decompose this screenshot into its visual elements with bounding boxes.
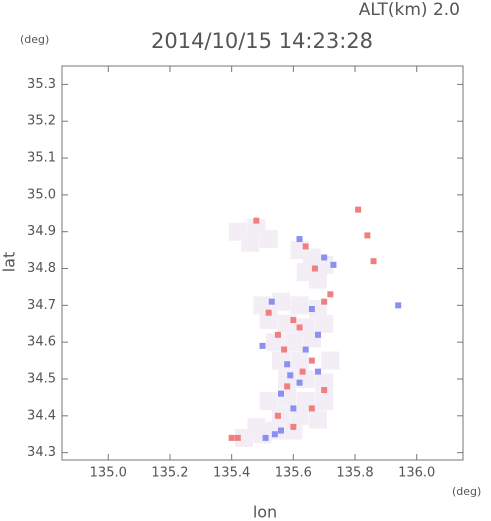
- radar-cell: [308, 306, 315, 313]
- x-tick-label: 136.0: [398, 466, 435, 481]
- x-axis-label: lon: [253, 503, 277, 521]
- y-axis-label: lat: [0, 252, 19, 273]
- radar-cell: [364, 232, 371, 239]
- radar-cell: [330, 261, 337, 268]
- y-tick-label: 35.0: [27, 187, 56, 202]
- y-unit: (deg): [20, 33, 49, 46]
- radar-cell: [308, 357, 315, 364]
- x-tick-label: 135.0: [90, 466, 127, 481]
- radar-cell: [290, 405, 297, 412]
- radar-cell: [296, 324, 303, 331]
- radar-cell: [234, 428, 253, 447]
- radar-cell: [259, 392, 278, 411]
- radar-cell: [271, 431, 278, 438]
- radar-cell: [284, 361, 291, 368]
- radar-cell: [321, 351, 340, 370]
- radar-cell: [302, 243, 309, 250]
- radar-cell: [315, 331, 322, 338]
- x-unit: (deg): [452, 485, 481, 498]
- radar-cell: [272, 406, 291, 425]
- radar-cell: [287, 372, 294, 379]
- radar-cell: [253, 217, 260, 224]
- plot-frame: [61, 65, 464, 461]
- radar-cell: [284, 383, 291, 390]
- y-tick-label: 34.9: [27, 224, 56, 239]
- radar-cell: [234, 434, 241, 441]
- subtitle: ALT(km) 2.0: [359, 0, 460, 20]
- x-tick-label: 135.8: [336, 466, 373, 481]
- radar-cell: [228, 434, 235, 441]
- x-tick-label: 135.6: [275, 466, 312, 481]
- y-tick-label: 35.1: [27, 151, 56, 166]
- radar-cell: [272, 292, 291, 311]
- radar-cell: [278, 427, 285, 434]
- radar-cell: [370, 258, 377, 265]
- radar-cell: [315, 392, 334, 411]
- radar-cell: [296, 379, 303, 386]
- y-tick-label: 34.6: [27, 335, 56, 350]
- radar-cell: [284, 333, 303, 352]
- chart-title: 2014/10/15 14:23:28: [151, 29, 373, 53]
- x-tick-label: 135.2: [151, 466, 188, 481]
- radar-cell: [321, 298, 328, 305]
- radar-cell: [308, 405, 315, 412]
- radar-cell: [321, 254, 328, 261]
- radar-cell: [311, 265, 318, 272]
- radar-cell: [278, 390, 285, 397]
- radar-cell: [296, 236, 303, 243]
- y-tick-label: 34.4: [27, 408, 56, 423]
- radar-cell: [284, 421, 303, 440]
- radar-cell: [274, 331, 281, 338]
- radar-cell: [262, 434, 269, 441]
- radar-cell: [309, 410, 328, 429]
- x-tick-label: 135.4: [213, 466, 250, 481]
- radar-cell: [259, 311, 278, 330]
- radar-cell: [290, 423, 297, 430]
- radar-cell: [315, 255, 334, 274]
- radar-cell: [265, 309, 272, 316]
- radar-cell: [309, 270, 328, 289]
- radar-cell: [259, 230, 278, 249]
- radar-cell: [302, 346, 309, 353]
- y-tick-label: 34.5: [27, 371, 56, 386]
- y-tick-label: 34.8: [27, 261, 56, 276]
- radar-cell: [327, 291, 334, 298]
- y-tick-label: 35.3: [27, 77, 56, 92]
- radar-cell: [299, 368, 306, 375]
- radar-cell: [259, 342, 266, 349]
- radar-cell: [321, 387, 328, 394]
- y-tick-label: 35.2: [27, 114, 56, 129]
- radar-cell: [241, 233, 260, 252]
- radar-cell: [315, 368, 322, 375]
- radar-cell: [290, 317, 297, 324]
- radar-cell: [395, 302, 402, 309]
- radar-cell: [315, 314, 334, 333]
- radar-cell: [274, 412, 281, 419]
- y-tick-label: 34.3: [27, 445, 56, 460]
- radar-cell: [315, 373, 334, 392]
- radar-cell: [290, 296, 309, 315]
- radar-cell: [253, 425, 272, 444]
- y-tick-label: 34.7: [27, 298, 56, 313]
- radar-cell: [290, 351, 309, 370]
- radar-cell: [281, 346, 288, 353]
- radar-cell: [355, 206, 362, 213]
- radar-cell: [268, 298, 275, 305]
